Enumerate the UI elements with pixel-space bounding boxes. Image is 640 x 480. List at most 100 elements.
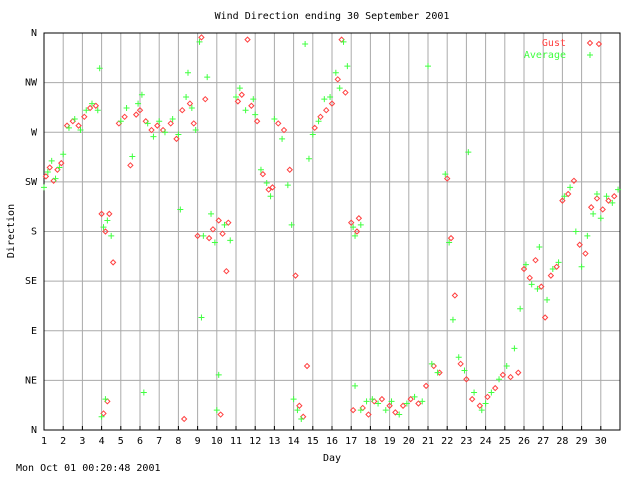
average-point	[284, 182, 291, 189]
x-tick-label: 11	[230, 436, 242, 447]
average-point	[94, 107, 101, 114]
gust-point	[499, 371, 507, 379]
average-point	[200, 232, 207, 239]
average-point	[236, 85, 243, 92]
y-tick-label: SE	[25, 276, 37, 287]
average-point	[442, 171, 449, 178]
average-point	[83, 107, 90, 114]
average-point	[71, 116, 78, 123]
average-point	[177, 206, 184, 213]
gust-point	[422, 382, 430, 390]
average-point	[204, 74, 211, 81]
gust-point	[92, 102, 100, 109]
x-axis-tick-labels: 1 2 3 4 5 6 7 8 9 10 11 12 13 14 15 16 17 18 19 20 21 22 23 24 2…	[41, 436, 607, 447]
average-point	[478, 407, 485, 414]
gust-point	[451, 292, 459, 299]
gust-point	[415, 400, 422, 407]
x-tick-label: 3	[79, 436, 85, 447]
average-point	[352, 232, 359, 239]
gust-point	[407, 395, 414, 403]
gust-point	[259, 170, 267, 178]
average-point	[227, 237, 234, 244]
gust-point	[132, 111, 140, 118]
average-point	[522, 261, 529, 268]
average-point	[419, 398, 426, 405]
y-tick-label: N	[31, 28, 37, 39]
gust-point	[463, 376, 470, 383]
average-point	[138, 91, 145, 98]
gust-point	[520, 265, 528, 273]
gust-point	[186, 100, 194, 107]
average-point	[233, 93, 239, 100]
x-tick-label: 10	[211, 436, 223, 447]
x-tick-label: 17	[345, 436, 357, 447]
gust-point	[457, 360, 464, 368]
average-point	[257, 166, 264, 173]
y-tick-label: NE	[25, 375, 37, 386]
gust-point	[215, 217, 222, 224]
y-tick-label: SW	[25, 177, 38, 188]
gust-point	[225, 219, 232, 226]
average-point	[434, 369, 441, 376]
x-tick-label: 6	[137, 436, 143, 447]
y-axis-tick-labels: N NE E SE S SW W NW N	[25, 28, 38, 436]
gust-point	[392, 409, 399, 416]
average-point	[517, 305, 524, 312]
gust-point	[547, 272, 555, 279]
gust-point	[468, 395, 476, 403]
x-tick-label: 22	[441, 436, 453, 447]
average-point	[252, 111, 259, 118]
x-tick-label: 9	[195, 436, 201, 447]
gust-point	[587, 204, 595, 211]
average-point	[357, 407, 364, 414]
average-point	[344, 63, 351, 70]
y-tick-label: E	[31, 326, 37, 337]
gust-point	[180, 415, 188, 423]
x-tick-label: 16	[326, 436, 338, 447]
x-tick-label: 7	[156, 436, 162, 447]
average-point	[267, 193, 274, 200]
gust-point	[595, 40, 603, 48]
average-point	[496, 376, 503, 383]
y-tick-label: S	[31, 227, 37, 238]
average-point	[183, 93, 190, 100]
gust-point	[106, 210, 113, 218]
y-axis-label: Direction	[6, 204, 17, 258]
gust-point	[541, 314, 549, 321]
average-point	[196, 38, 203, 45]
x-axis-label: Day	[323, 453, 341, 464]
plot-grid	[43, 32, 620, 431]
gust-point	[234, 98, 242, 105]
gust-point	[593, 195, 601, 202]
gust-point	[244, 36, 251, 43]
gust-point	[109, 259, 117, 266]
average-point	[175, 131, 182, 138]
average-point	[169, 116, 176, 123]
average-point	[188, 104, 195, 111]
average-point	[41, 184, 47, 191]
average-point	[584, 232, 591, 239]
gust-point	[275, 120, 282, 127]
gust-point	[564, 190, 572, 198]
average-point	[567, 184, 574, 191]
average-point	[44, 168, 51, 175]
gust-point	[253, 118, 261, 125]
average-point	[288, 221, 295, 228]
gust-point	[303, 362, 311, 370]
gust-point	[349, 406, 357, 414]
average-point	[411, 393, 418, 400]
gust-point	[334, 76, 341, 83]
gust-point	[98, 210, 105, 218]
average-point	[382, 407, 389, 414]
gust-point	[323, 106, 330, 114]
gust-point	[209, 226, 217, 233]
average-point	[449, 316, 456, 323]
x-tick-label: 12	[249, 436, 261, 447]
average-point	[302, 41, 309, 48]
gust-point	[605, 197, 612, 204]
average-point	[48, 157, 55, 164]
gust-point	[399, 402, 407, 409]
gust-point	[223, 267, 230, 275]
